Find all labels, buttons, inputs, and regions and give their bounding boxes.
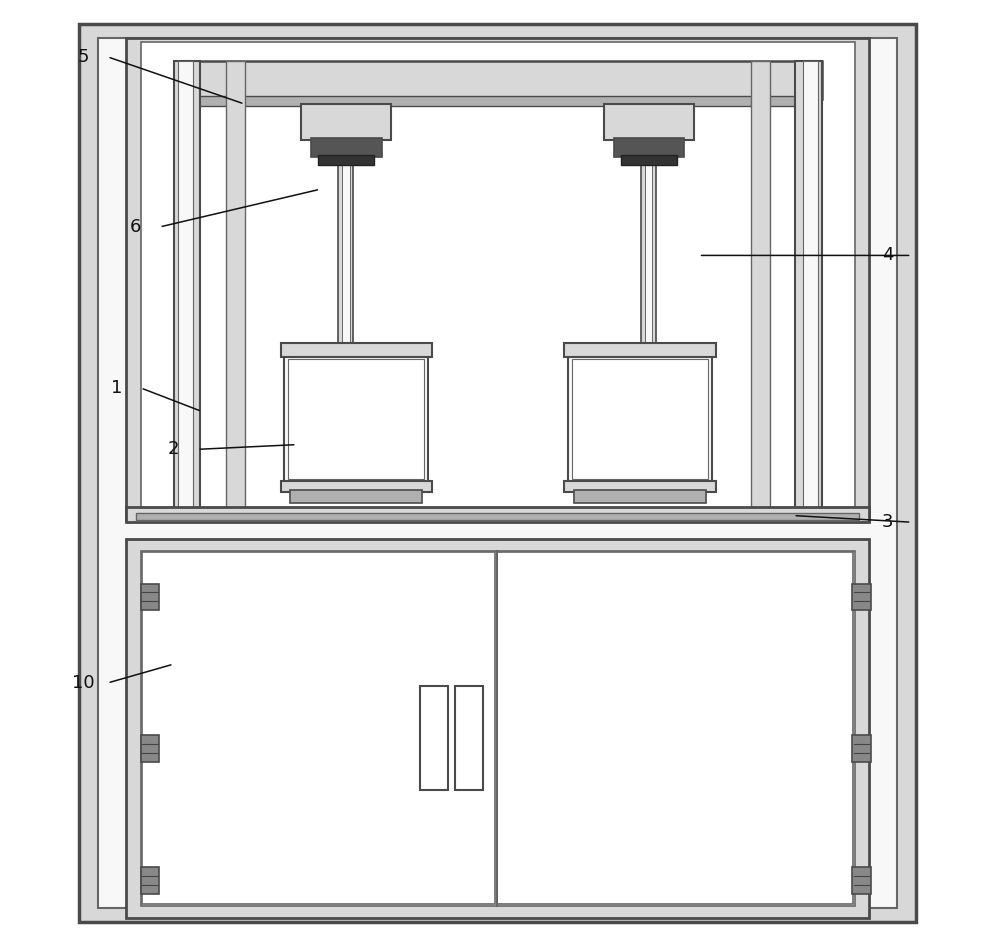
Bar bbox=[141, 584, 159, 610]
Bar bbox=[803, 61, 818, 520]
Bar bbox=[174, 61, 200, 520]
Bar bbox=[142, 552, 495, 904]
Text: 1: 1 bbox=[111, 378, 123, 397]
Text: 4: 4 bbox=[882, 246, 894, 265]
Bar bbox=[604, 104, 694, 140]
Bar bbox=[572, 359, 708, 479]
Bar bbox=[338, 164, 353, 345]
Bar bbox=[126, 38, 869, 520]
Bar bbox=[751, 61, 770, 520]
Bar bbox=[174, 61, 822, 99]
Bar bbox=[574, 490, 706, 503]
Bar bbox=[645, 164, 652, 345]
Text: 3: 3 bbox=[882, 513, 894, 532]
Bar bbox=[226, 61, 245, 520]
Bar bbox=[311, 138, 382, 157]
Bar bbox=[455, 686, 483, 790]
Text: 2: 2 bbox=[168, 440, 179, 459]
Bar bbox=[564, 343, 716, 357]
Text: 5: 5 bbox=[78, 47, 90, 66]
Bar bbox=[290, 490, 422, 503]
Bar bbox=[318, 155, 374, 165]
Bar bbox=[126, 507, 869, 522]
Bar bbox=[795, 61, 822, 520]
Bar bbox=[641, 164, 656, 345]
Bar bbox=[284, 355, 428, 482]
Bar bbox=[288, 359, 424, 479]
Bar bbox=[98, 38, 897, 908]
Bar bbox=[79, 24, 916, 922]
Bar bbox=[852, 735, 871, 762]
Bar bbox=[141, 867, 159, 894]
Bar bbox=[621, 155, 677, 165]
Bar bbox=[141, 551, 855, 906]
Bar bbox=[568, 355, 712, 482]
Bar bbox=[180, 96, 815, 106]
Bar bbox=[178, 61, 193, 520]
Bar bbox=[497, 552, 853, 904]
Bar bbox=[141, 735, 159, 762]
Bar bbox=[136, 513, 859, 520]
Bar bbox=[141, 42, 855, 509]
Bar bbox=[342, 164, 350, 345]
Bar bbox=[126, 539, 869, 918]
Bar bbox=[420, 686, 448, 790]
Bar bbox=[281, 481, 432, 492]
Bar bbox=[614, 138, 684, 157]
Bar bbox=[301, 104, 391, 140]
Bar bbox=[281, 343, 432, 357]
Bar bbox=[852, 867, 871, 894]
Text: 6: 6 bbox=[130, 218, 141, 236]
Bar bbox=[564, 481, 716, 492]
Bar bbox=[852, 584, 871, 610]
Text: 10: 10 bbox=[72, 674, 95, 692]
